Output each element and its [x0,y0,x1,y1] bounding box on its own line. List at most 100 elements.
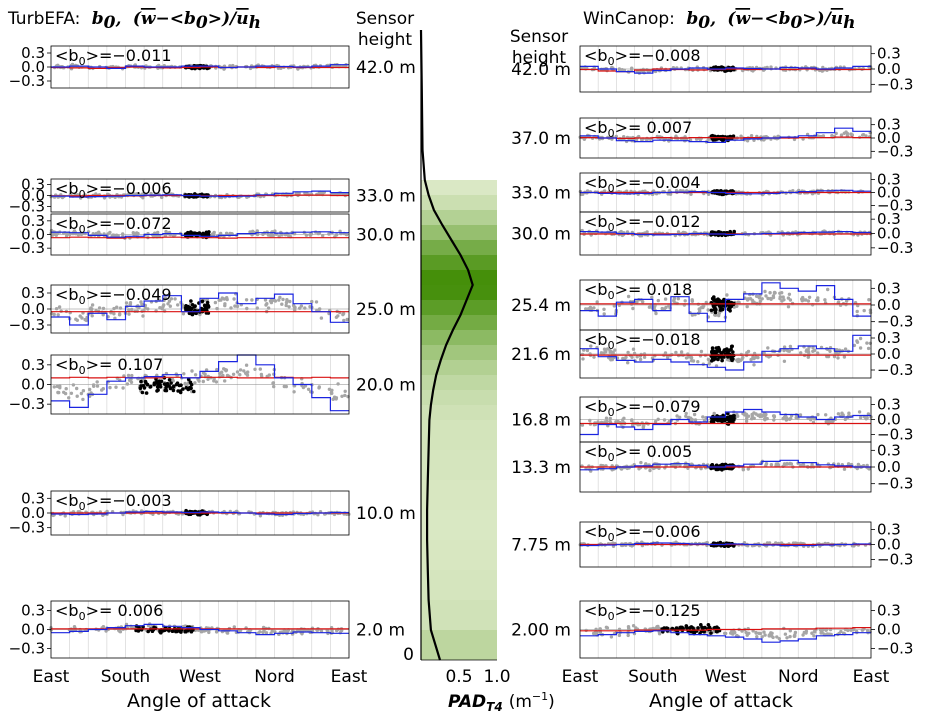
scatter-point [843,347,848,351]
y-tick-label: 0.0 [877,458,901,476]
scatter-point [760,297,764,301]
scatter-point [684,411,688,416]
scatter-point [224,231,229,235]
b0-mean-label: <b0>= 0.005 [584,442,692,464]
scatter-point [754,294,759,298]
scatter-point [780,291,784,295]
scatter-point-black [710,350,714,354]
mean-line-blue [580,231,871,236]
y-tick-label: 0.0 [877,296,901,314]
scatter-point [343,389,347,393]
b0-mean-label: <b0>=−0.004 [584,173,701,195]
mean-line-blue [580,65,871,74]
scatter-point [88,387,92,392]
scatter-point [602,347,607,351]
scatter-point [647,305,652,309]
scatter-point-black [169,381,173,385]
pad-band [421,285,497,300]
scatter-point [760,635,764,639]
y-tick-label: 0.0 [21,300,45,318]
sensor-height-label: 16.8 m [511,411,571,431]
scatter-point [115,305,119,309]
scatter-point [176,303,180,307]
scatter-point [303,306,307,310]
scatter-point [232,297,236,301]
scatter-point [319,316,324,320]
y-tick-label: 0.3 [21,489,45,507]
pad-band [421,480,497,510]
scatter-point [816,296,820,300]
scatter-point [764,294,768,298]
b0-mean-label: <b0>=−0.018 [584,330,701,352]
scatter-point [602,312,606,316]
scatter-point [786,305,791,309]
scatter-point [789,462,794,466]
scatter-point [235,304,240,309]
scatter-point [782,345,787,349]
scatter-point-black [145,382,150,387]
scatter-point [599,351,604,355]
scatter-point [262,629,266,633]
pad-x-axis-label: PADT4 (m−1) [448,690,555,714]
sensor-height-label: 21.6 m [511,345,571,365]
scatter-point [71,383,76,387]
scatter-point [610,65,614,70]
mean-line-blue [580,282,871,323]
y-tick-label: 0.3 [21,356,45,374]
scatter-point-black [709,631,713,635]
y-tick-label: 0.0 [21,376,45,394]
scatter-point [833,351,838,355]
scatter-point [626,294,631,299]
scatter-point [329,391,334,396]
scatter-point [253,367,257,371]
x-tick-label: East [853,667,890,687]
scatter-point [298,306,302,310]
scatter-point [788,344,793,349]
scatter-point-black [148,385,152,389]
scatter-point-black [712,304,716,308]
scatter-point [836,300,841,304]
scatter-point [662,418,667,422]
scatter-point [64,387,68,391]
pad-band [421,405,497,420]
scatter-point-black [715,418,720,423]
scatter-point [836,412,841,416]
scatter-point-black [718,308,723,312]
scatter-point [193,381,197,385]
scatter-point [161,304,165,309]
scatter-point-black [193,304,197,308]
scatter-point [76,233,81,237]
scatter-point-black [192,389,196,394]
scatter-point [158,234,162,238]
scatter-point [736,359,740,364]
scatter-point-black [719,305,723,310]
pad-band [421,270,497,285]
scatter-point [118,312,122,316]
scatter-point [214,380,219,384]
scatter-point [786,296,791,300]
scatter-point [621,356,625,361]
scatter-point [585,348,590,353]
scatter-point [867,298,871,302]
scatter-point [105,509,109,514]
pad-band [421,210,497,225]
scatter-point [134,192,139,196]
scatter-point [816,298,820,303]
y-tick-label: 0.0 [21,504,45,522]
scatter-point [626,350,630,355]
panel-6: 0.30.0−0.3 <b0>=−0.003 10.0 m [9,489,416,536]
scatter-point [336,382,340,386]
scatter-point [264,631,269,635]
scatter-point [334,233,339,237]
scatter-point [769,296,773,301]
scatter-point [691,359,696,363]
b0-mean-label: <b0>=−0.008 [584,46,701,68]
scatter-point [812,629,817,634]
scatter-point-black [189,299,193,303]
scatter-point [868,310,873,315]
y-tick-label: 0.0 [877,225,901,243]
scatter-point [690,417,694,422]
b0-mean-label: <b0>= 0.007 [584,118,692,140]
panel-10: 0.30.0−0.3 <b0>=−0.125 2.00 m [511,600,913,659]
scatter-point [842,355,847,359]
